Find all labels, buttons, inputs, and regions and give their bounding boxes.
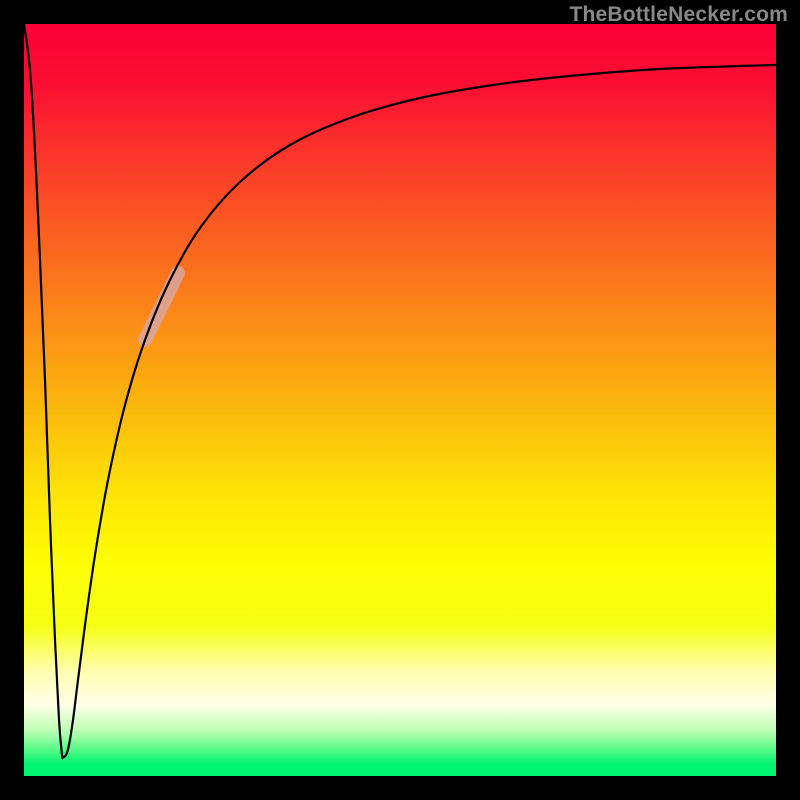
bottleneck-chart: [0, 0, 800, 800]
watermark-text: TheBottleNecker.com: [569, 3, 788, 27]
chart-container: TheBottleNecker.com: [0, 0, 800, 800]
plot-background: [24, 24, 776, 776]
